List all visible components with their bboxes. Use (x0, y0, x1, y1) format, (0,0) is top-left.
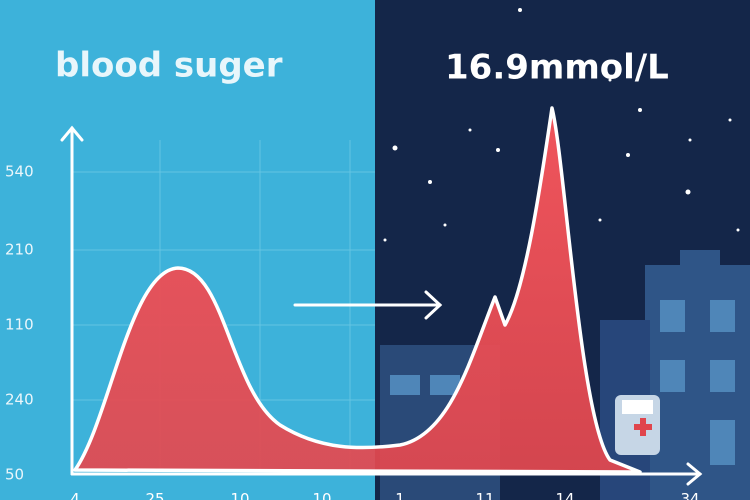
curve (73, 106, 642, 474)
x-label: 10 (230, 490, 249, 500)
x-label: 4 (70, 490, 80, 500)
y-label: 50 (5, 466, 24, 484)
y-label: 210 (5, 241, 34, 259)
y-label: 540 (5, 163, 34, 181)
x-label: 10 (312, 490, 331, 500)
x-label: 11 (475, 490, 494, 500)
x-label: 34 (680, 490, 699, 500)
trend-arrow (293, 290, 443, 320)
x-label: 14 (555, 490, 574, 500)
y-label: 240 (5, 391, 34, 409)
title: blood suger (55, 46, 283, 86)
y-label: 110 (5, 316, 34, 334)
reading: 16.9mmol/L (445, 48, 669, 88)
stars (383, 8, 740, 242)
x-label: 25 (145, 490, 164, 500)
x-label: 1 (395, 490, 405, 500)
axes (60, 125, 703, 486)
